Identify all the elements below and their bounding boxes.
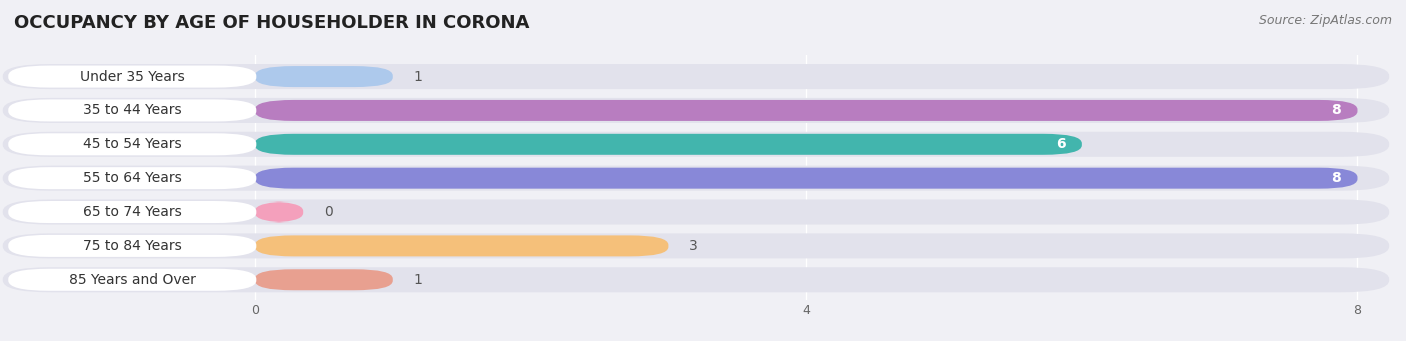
FancyBboxPatch shape [8,133,256,155]
FancyBboxPatch shape [8,167,256,189]
Text: 55 to 64 Years: 55 to 64 Years [83,171,181,185]
Text: 85 Years and Over: 85 Years and Over [69,273,195,287]
Text: 3: 3 [689,239,697,253]
FancyBboxPatch shape [3,64,1389,89]
FancyBboxPatch shape [8,201,256,223]
Text: 6: 6 [1056,137,1066,151]
Text: Under 35 Years: Under 35 Years [80,70,184,84]
Text: 8: 8 [1331,103,1341,117]
Text: 8: 8 [1331,171,1341,185]
FancyBboxPatch shape [3,98,1389,123]
Text: OCCUPANCY BY AGE OF HOUSEHOLDER IN CORONA: OCCUPANCY BY AGE OF HOUSEHOLDER IN CORON… [14,14,530,32]
FancyBboxPatch shape [254,168,1357,189]
FancyBboxPatch shape [3,132,1389,157]
FancyBboxPatch shape [254,134,1081,155]
FancyBboxPatch shape [8,65,256,88]
Text: 1: 1 [413,70,422,84]
Text: 1: 1 [413,273,422,287]
FancyBboxPatch shape [254,202,304,223]
Text: Source: ZipAtlas.com: Source: ZipAtlas.com [1258,14,1392,27]
Text: 75 to 84 Years: 75 to 84 Years [83,239,181,253]
FancyBboxPatch shape [3,166,1389,191]
FancyBboxPatch shape [254,100,1357,121]
Text: 35 to 44 Years: 35 to 44 Years [83,103,181,117]
FancyBboxPatch shape [8,100,256,121]
FancyBboxPatch shape [8,235,256,257]
FancyBboxPatch shape [254,66,392,87]
Text: 0: 0 [323,205,333,219]
Text: 45 to 54 Years: 45 to 54 Years [83,137,181,151]
FancyBboxPatch shape [254,269,392,290]
FancyBboxPatch shape [254,235,668,256]
FancyBboxPatch shape [3,267,1389,292]
Text: 65 to 74 Years: 65 to 74 Years [83,205,181,219]
FancyBboxPatch shape [8,269,256,291]
FancyBboxPatch shape [3,233,1389,258]
FancyBboxPatch shape [3,199,1389,225]
